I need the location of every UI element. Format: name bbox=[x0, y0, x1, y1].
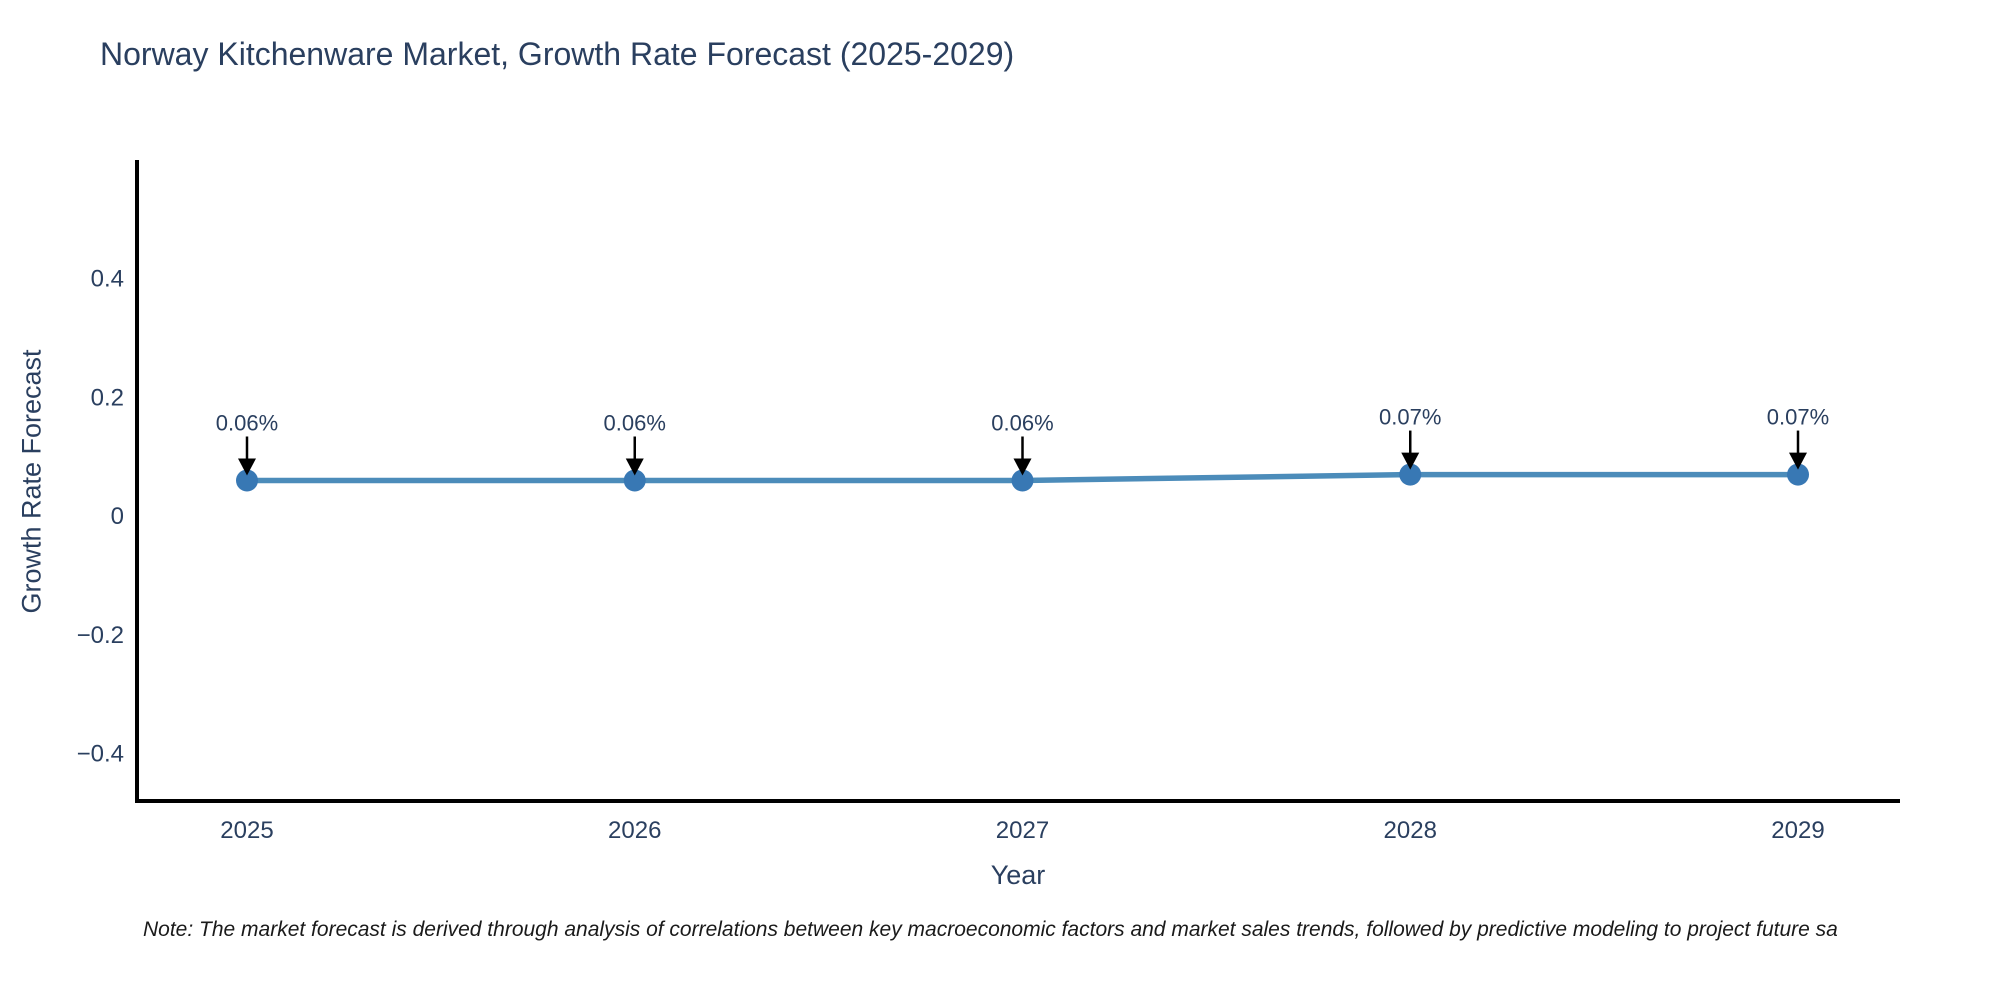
y-tick-label: 0.4 bbox=[91, 266, 124, 293]
y-tick-label: −0.4 bbox=[77, 741, 124, 768]
data-point-2028[interactable] bbox=[1399, 463, 1422, 486]
data-label: 0.06% bbox=[216, 411, 278, 436]
annotation-arrowhead bbox=[238, 458, 256, 476]
data-label: 0.06% bbox=[604, 411, 666, 436]
x-tick-label: 2026 bbox=[608, 817, 661, 844]
data-point-2027[interactable] bbox=[1011, 469, 1034, 492]
y-tick-label: −0.2 bbox=[77, 622, 124, 649]
data-label: 0.07% bbox=[1379, 405, 1441, 430]
annotation-arrowhead bbox=[1013, 458, 1032, 476]
x-tick-label: 2027 bbox=[996, 817, 1049, 844]
data-point-2025[interactable] bbox=[236, 469, 258, 492]
annotation-arrowhead bbox=[1401, 452, 1420, 470]
x-tick-label: 2025 bbox=[220, 817, 273, 844]
y-tick-label: 0.2 bbox=[91, 384, 124, 411]
x-axis-title: Year bbox=[990, 860, 1046, 890]
data-point-2026[interactable] bbox=[623, 469, 646, 492]
annotation-arrowhead bbox=[1789, 452, 1807, 470]
x-tick-label: 2029 bbox=[1771, 817, 1824, 844]
x-tick-label: 2028 bbox=[1384, 817, 1437, 844]
data-label: 0.06% bbox=[991, 411, 1053, 436]
data-label: 0.07% bbox=[1767, 405, 1829, 430]
footnote: Note: The market forecast is derived thr… bbox=[143, 918, 1838, 941]
y-tick-label: 0 bbox=[111, 503, 124, 530]
chart-title: Norway Kitchenware Market, Growth Rate F… bbox=[100, 36, 1015, 72]
data-point-2029[interactable] bbox=[1787, 463, 1809, 486]
annotation-arrowhead bbox=[625, 458, 644, 476]
